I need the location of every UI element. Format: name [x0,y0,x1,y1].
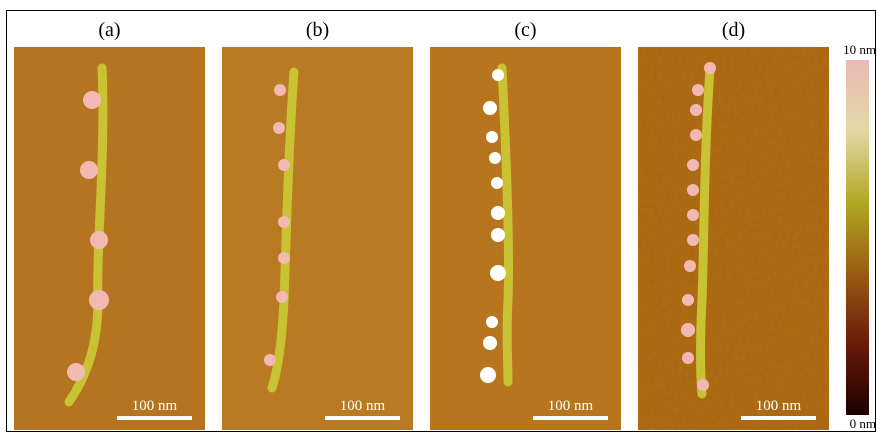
particle [89,290,109,310]
scale-bar-label: 100 nm [132,398,178,414]
particle [486,131,498,143]
panel: (d) 100 nm [638,19,829,430]
particle [264,354,276,366]
particle [83,91,101,109]
panel-label: (d) [722,19,745,41]
particle [681,323,695,337]
colorbar-min: 0 nm [850,416,876,431]
panel: (a) 100 nm [14,19,205,430]
particle [690,104,702,116]
particle [692,84,704,96]
particle [483,336,497,350]
particle [278,252,290,264]
particle [687,234,699,246]
particle [278,216,290,228]
particle [490,265,506,281]
particle [489,152,501,164]
particle [491,228,505,242]
particle [67,363,85,381]
particle [682,294,694,306]
scale-bar-label: 100 nm [548,398,594,414]
particle [492,69,504,81]
particle [483,101,497,115]
particle [690,129,702,141]
particle [687,209,699,221]
scale-bar-label: 100 nm [756,398,802,414]
particle [274,84,286,96]
particle [486,316,498,328]
particle [278,159,290,171]
particle [697,379,709,391]
colorbar-max: 10 nm [843,42,876,57]
afm-image [14,47,205,430]
panel-label: (b) [306,19,329,41]
panel-label: (a) [98,19,120,41]
particle [276,291,288,303]
particle [90,231,108,249]
particle [491,206,505,220]
panel: (b) 100 nm [222,19,413,430]
scale-bar-label: 100 nm [340,398,386,414]
texture [638,47,829,430]
particle [273,122,285,134]
colorbar [846,60,869,415]
particle [687,184,699,196]
particle [704,62,716,74]
particle [687,159,699,171]
figure: 10 nm 0 nm (a)100 nm(b)100 nm(c)100 nm(d… [0,0,877,433]
particle [491,177,503,189]
particle [682,352,694,364]
particle [480,367,496,383]
particle [80,161,98,179]
panel: (c) 100 nm [430,19,621,430]
afm-image [222,47,413,430]
particle [684,260,696,272]
panel-label: (c) [514,19,536,41]
afm-image [430,47,621,430]
